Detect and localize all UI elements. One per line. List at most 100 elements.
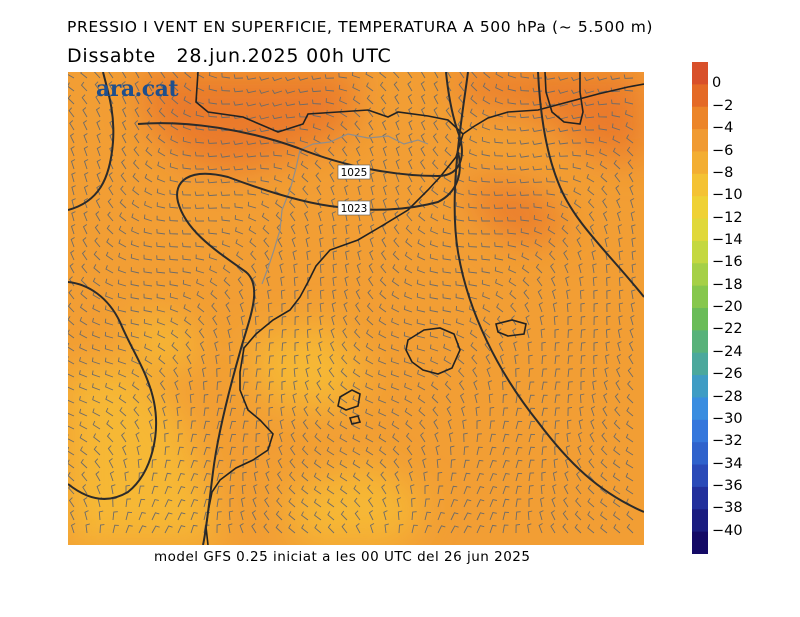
wind-barb [289,471,296,482]
wind-barb [95,94,101,105]
wind-barb [130,306,140,313]
wind-barb [429,293,439,300]
wind-barb [566,432,571,443]
wind-barb [281,380,286,391]
wind-barb [586,162,595,170]
wind-barb [70,159,76,170]
wind-barb [329,354,335,365]
colorbar-label: −34 [712,455,743,472]
wind-barb [184,328,192,339]
wind-barb [268,419,273,430]
wind-barb [475,406,480,417]
wind-barb [288,524,296,534]
wind-barb [507,253,517,261]
wind-barb [169,203,179,209]
wind-barb [238,289,244,300]
wind-barb [369,523,375,534]
wind-barb [380,263,387,274]
wind-barb [130,253,140,261]
wind-barb [94,458,101,469]
wind-barb [145,368,153,378]
wind-barb [341,523,348,534]
wind-barb [313,459,322,469]
wind-barb [83,185,89,196]
wind-barb [190,446,198,456]
wind-barb [483,72,491,79]
wind-barb [147,81,153,92]
wind-barb [183,292,192,300]
wind-barb [566,302,572,313]
wind-barb [567,381,573,391]
wind-barb [143,241,153,248]
wind-barb [233,190,244,196]
wind-barb [233,140,244,146]
wind-barb [601,419,608,430]
wind-barb [455,255,465,261]
wind-barb [99,524,105,534]
wind-barb [540,328,546,339]
wind-barb [588,471,595,482]
wind-barb [424,498,431,508]
wind-barb [300,160,309,170]
wind-barb [354,315,361,326]
wind-barb [628,354,634,365]
warm-zone-north [138,72,358,172]
wind-barb [391,291,400,300]
wind-barb [134,107,140,118]
wind-barb [455,280,465,287]
wind-barb [628,172,634,183]
wind-barb [382,497,387,508]
wind-barb [220,100,231,105]
wind-barb [189,393,195,404]
wind-barb [181,229,192,235]
wind-barb [455,202,465,209]
colorbar-swatch [692,419,708,443]
wind-barb [575,497,582,508]
wind-barb [395,120,400,131]
wind-barb [392,250,400,261]
wind-barb [183,82,192,92]
wind-barb [587,511,595,521]
wind-barb [550,510,556,521]
wind-barb [273,151,283,157]
wind-barb [339,407,348,417]
wind-barb [627,159,634,170]
wind-barb [299,136,309,144]
wind-barb [247,201,257,209]
wind-barb [532,114,543,119]
wind-barb [234,215,244,222]
wind-barb [156,188,166,196]
wind-barb [547,213,556,222]
wind-barb [614,393,621,404]
wind-barb [229,394,236,404]
wind-barb [163,419,168,430]
wind-barb [515,472,523,482]
wind-barb [190,406,196,417]
wind-barb [554,342,560,352]
wind-barb [261,200,270,209]
wind-barb [580,329,586,339]
wind-barb [593,341,598,351]
wind-barb [313,147,322,157]
wind-barb [394,107,400,118]
wind-barb [615,185,621,196]
wind-barb [294,315,300,326]
wind-barb [528,446,535,456]
wind-barb [343,289,349,300]
wind-barb [105,382,114,391]
colorbar-swatch [692,263,708,287]
wind-barb [587,186,595,196]
wind-barb [353,485,361,495]
wind-barb [317,198,322,209]
wind-barb [266,276,271,287]
wind-barb [229,446,236,456]
wind-barb [329,341,335,352]
wind-barb [558,152,569,157]
wind-barb [339,421,348,430]
wind-barb [577,432,583,443]
wind-barb [404,292,413,300]
wind-barb [169,242,179,248]
wind-barb [591,250,596,261]
wind-barb [84,172,89,183]
wind-barb [229,420,237,430]
